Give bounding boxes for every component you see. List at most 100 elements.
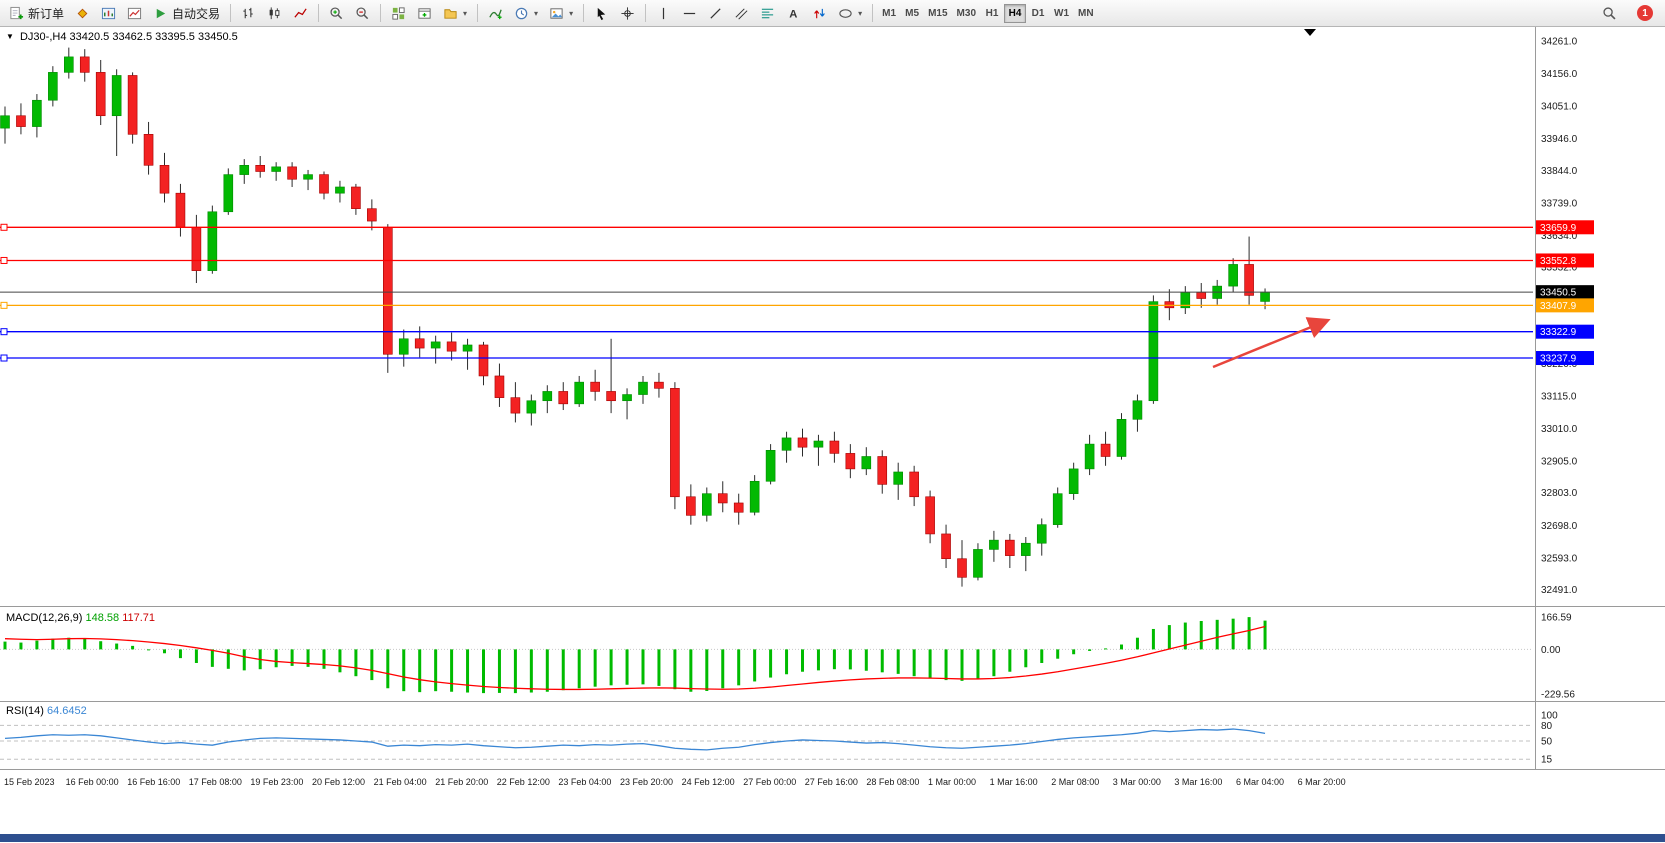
timeframe-M30[interactable]: M30 <box>953 4 980 23</box>
timeframe-W1[interactable]: W1 <box>1050 4 1073 23</box>
auto-trading-label: 自动交易 <box>172 6 221 21</box>
text-icon: A <box>786 6 801 21</box>
rsi-line <box>4 728 1266 751</box>
zoom-out-button[interactable] <box>350 3 375 24</box>
macd-histogram-bar <box>1072 649 1076 655</box>
macd-histogram-bar <box>434 649 438 692</box>
bar-chart-button[interactable] <box>236 3 261 24</box>
timeframe-MN[interactable]: MN <box>1074 4 1098 23</box>
rsi-axis-label: 50 <box>1541 737 1553 748</box>
candle-body <box>861 456 872 470</box>
candle-body <box>95 72 106 117</box>
candle-body <box>127 75 138 135</box>
chart-window-icon <box>101 6 116 21</box>
toolbar-separator <box>230 4 232 22</box>
cursor-button[interactable] <box>589 3 614 24</box>
candle-body <box>909 471 919 498</box>
candle-body <box>478 344 489 377</box>
candlestick-chart-icon <box>267 6 282 21</box>
price-tag <box>1536 253 1594 268</box>
macd-histogram-bar <box>274 649 278 668</box>
timeframe-H1[interactable]: H1 <box>981 4 1003 23</box>
macd-histogram-bar <box>832 649 836 670</box>
profiles-button[interactable]: ▾ <box>438 3 472 24</box>
notification-badge[interactable]: 1 <box>1637 5 1653 21</box>
macd-histogram-bar <box>641 649 645 685</box>
time-axis-label: 15 Feb 2023 <box>4 777 55 787</box>
timeframe-M1[interactable]: M1 <box>878 4 900 23</box>
timeframe-M5[interactable]: M5 <box>901 4 923 23</box>
macd-histogram-bar <box>737 649 741 686</box>
search-button[interactable] <box>1597 3 1622 24</box>
chart-window-button[interactable] <box>96 3 121 24</box>
fibonacci-button[interactable] <box>755 3 780 24</box>
candle-body <box>446 341 457 352</box>
candle-body <box>1084 443 1095 470</box>
macd-axis-label: 0.00 <box>1541 645 1561 656</box>
crosshair-button[interactable] <box>615 3 640 24</box>
timeframe-M15[interactable]: M15 <box>924 4 951 23</box>
periods-icon <box>514 6 529 21</box>
shapes-icon <box>838 6 853 21</box>
macd-histogram-bar <box>466 649 470 693</box>
macd-histogram-bar <box>1104 648 1108 650</box>
timeframe-D1[interactable]: D1 <box>1027 4 1049 23</box>
horizontal-line-button[interactable] <box>677 3 702 24</box>
toolbar: 新订单 自动交易 <box>0 0 1665 27</box>
trendline-button[interactable] <box>703 3 728 24</box>
price-tag <box>1536 285 1594 300</box>
channel-button[interactable] <box>729 3 754 24</box>
arrows-tool-button[interactable] <box>807 3 832 24</box>
search-icon <box>1602 6 1617 21</box>
chart-title: ▼ DJ30-,H4 33420.5 33462.5 33395.5 33450… <box>6 31 238 43</box>
gold-diamond-button[interactable] <box>70 3 95 24</box>
rsi-axis-label: 80 <box>1541 721 1553 732</box>
line-anchor-marker <box>0 328 8 336</box>
profiles-icon <box>443 6 458 21</box>
macd-axis-label: -229.56 <box>1541 689 1575 700</box>
auto-trading-button[interactable]: 自动交易 <box>148 3 225 24</box>
tile-windows-button[interactable] <box>386 3 411 24</box>
macd-histogram-bar <box>609 649 613 686</box>
price-axis-label: 34051.0 <box>1541 102 1578 113</box>
macd-histogram-bar <box>1135 637 1139 650</box>
timeframe-H4[interactable]: H4 <box>1004 3 1026 23</box>
zoom-in-button[interactable] <box>324 3 349 24</box>
time-axis-label: 6 Mar 20:00 <box>1298 777 1346 787</box>
macd-signal-line <box>4 625 1266 691</box>
macd-histogram-bar <box>673 649 677 690</box>
periods-button[interactable]: ▾ <box>509 3 543 24</box>
templates-button[interactable]: ▾ <box>544 3 578 24</box>
chart-symbol-period: DJ30-,H4 <box>19 31 67 43</box>
time-axis-label: 3 Mar 00:00 <box>1113 777 1161 787</box>
collapse-triangle-icon[interactable]: ▼ <box>6 32 14 41</box>
candle-body <box>48 72 58 101</box>
shapes-button[interactable]: ▾ <box>833 3 867 24</box>
candle-body <box>367 208 377 222</box>
macd-histogram-bar <box>242 649 246 671</box>
price-tag-label: 33322.9 <box>1540 327 1577 338</box>
candle-body <box>765 450 776 482</box>
price-tag <box>1536 298 1594 313</box>
price-axis-label: 32491.0 <box>1541 585 1578 596</box>
market-watch-icon <box>127 6 142 21</box>
macd-histogram-bar <box>896 649 900 674</box>
indicators-button[interactable] <box>483 3 508 24</box>
time-axis-label: 27 Feb 00:00 <box>743 777 796 787</box>
candlestick-chart-button[interactable] <box>262 3 287 24</box>
candle-body <box>957 558 967 578</box>
candle-body <box>717 493 728 504</box>
candle-body <box>0 115 10 129</box>
line-chart-button[interactable] <box>288 3 313 24</box>
chart-canvas[interactable]: 34261.0 34156.0 34051.0 33946.0 33844.0 33739… <box>0 27 1665 842</box>
zoom-out-icon <box>355 6 370 21</box>
macd-histogram-bar <box>529 649 533 693</box>
macd-histogram-bar <box>689 649 693 692</box>
vertical-line-button[interactable] <box>651 3 676 24</box>
time-axis-label: 17 Feb 08:00 <box>189 777 242 787</box>
text-tool-button[interactable]: A <box>781 3 806 24</box>
new-chart-button[interactable] <box>412 3 437 24</box>
market-watch-button[interactable] <box>122 3 147 24</box>
price-tag <box>1536 324 1594 339</box>
new-order-button[interactable]: 新订单 <box>4 3 69 24</box>
